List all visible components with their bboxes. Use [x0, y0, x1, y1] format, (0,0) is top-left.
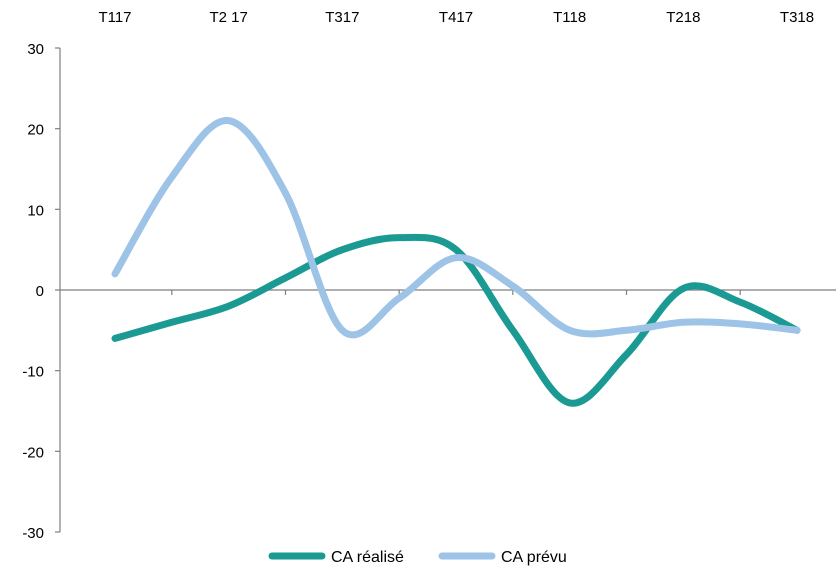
- x-tick-label: T118: [553, 9, 586, 26]
- legend-label-ca-realise: CA réalisé: [331, 549, 404, 566]
- x-tick-label: T417: [439, 9, 473, 26]
- x-tick-label: T218: [666, 9, 700, 26]
- x-tick-labels: T117 T2 17 T317 T417 T118 T218 T318: [98, 9, 814, 26]
- y-tick-labels: 30 20 10 0 -10 -20 -30: [22, 41, 44, 542]
- x-tick-label: T318: [780, 9, 814, 26]
- x-tick-label: T317: [325, 9, 359, 26]
- y-tick-label: 30: [27, 41, 44, 58]
- legend: CA réalisé CA prévu: [268, 549, 567, 566]
- y-tick-label: -20: [22, 444, 44, 461]
- y-tick-label: -10: [22, 364, 44, 381]
- y-tick-label: 10: [27, 202, 44, 219]
- x-tick-label: T2 17: [209, 9, 247, 26]
- y-tick-label: -30: [22, 525, 44, 542]
- x-tick-label: T117: [98, 9, 131, 26]
- series-lines: [111, 117, 801, 407]
- y-tick-label: 0: [36, 283, 44, 300]
- series-line-ca-prevu: [111, 117, 801, 339]
- y-tick-label: 20: [27, 122, 44, 139]
- legend-label-ca-prevu: CA prévu: [501, 549, 567, 566]
- series-line-ca-realise: [111, 233, 801, 407]
